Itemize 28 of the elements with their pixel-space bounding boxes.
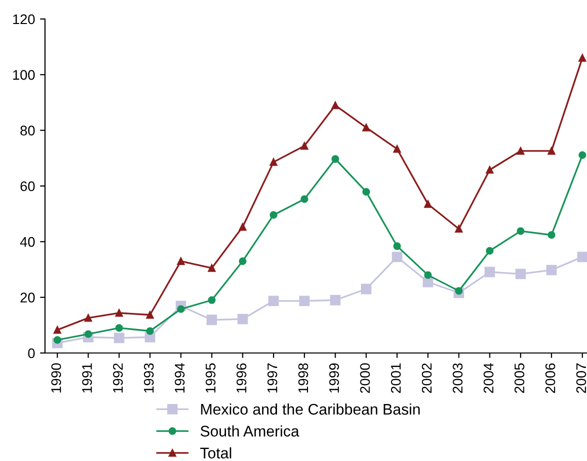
- x-tick-label: 2004: [484, 363, 494, 393]
- y-tick-label: 100: [13, 70, 35, 80]
- x-tick-label: 1993: [144, 363, 154, 393]
- y-tick-label: 120: [13, 14, 35, 24]
- x-tick-label: 1994: [174, 363, 185, 393]
- legend-label: Total: [200, 447, 232, 458]
- y-tick-label: 40: [20, 237, 35, 247]
- x-tick-label: 1997: [267, 363, 278, 393]
- x-tick-label: 2001: [390, 363, 401, 393]
- x-tick-label: 1998: [298, 363, 308, 393]
- y-tick-label: 0: [28, 348, 35, 358]
- x-tick-label: 2002: [422, 363, 432, 393]
- x-tick-label: 1996: [236, 363, 246, 393]
- x-tick-label: 2007: [576, 363, 586, 393]
- x-tick-label: 2006: [545, 363, 556, 393]
- x-tick-label: 1992: [113, 363, 123, 393]
- x-tick-label: 1995: [206, 363, 216, 393]
- y-tick-label: 60: [20, 181, 35, 192]
- y-tick-label: 20: [20, 292, 35, 303]
- x-tick-label: 2000: [360, 363, 370, 393]
- x-tick-label: 1999: [329, 363, 340, 393]
- x-tick-label: 1990: [51, 363, 62, 393]
- legend-label: Mexico and the Caribbean Basin: [201, 403, 420, 415]
- y-tick-label: 80: [20, 126, 35, 136]
- x-tick-label: 2003: [452, 363, 463, 393]
- x-tick-label: 1991: [82, 363, 92, 393]
- x-tick-label: 2005: [514, 363, 524, 393]
- legend-label: South America: [200, 425, 300, 437]
